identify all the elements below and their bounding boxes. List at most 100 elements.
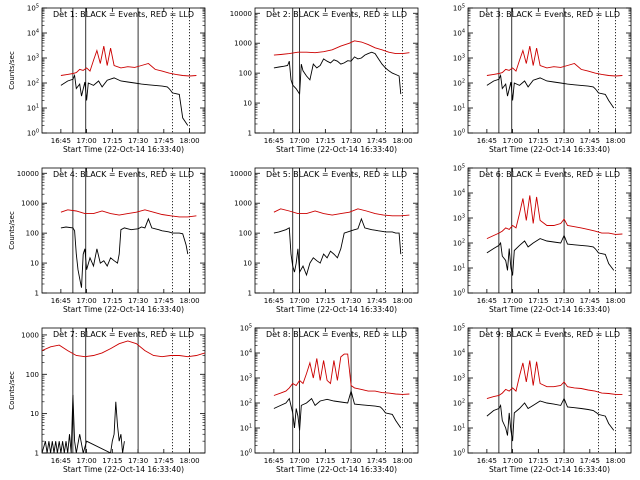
plot-frame — [41, 167, 206, 294]
y-tick-label: 1 — [248, 130, 252, 138]
y-tick-label: 103 — [453, 54, 465, 63]
plot-frame — [467, 167, 632, 294]
y-tick-label: 102 — [27, 79, 39, 88]
x-tick-label: 17:45 — [580, 137, 600, 145]
y-tick-label: 100 — [26, 371, 39, 379]
x-tick-label: 17:15 — [528, 137, 548, 145]
x-tick-label: 17:30 — [554, 137, 574, 145]
events-series-line — [273, 217, 402, 277]
x-axis-label: Start Time (22-Oct-14 16:33:40) — [276, 145, 397, 154]
y-tick-label: 100 — [453, 449, 465, 458]
y-tick-label: 10000 — [17, 170, 39, 178]
lld-series-line — [273, 208, 410, 217]
y-tick-label: 100 — [239, 230, 252, 238]
x-tick-label: 18:00 — [179, 137, 199, 145]
y-tick-label: 104 — [240, 349, 252, 358]
x-tick-label: 17:00 — [503, 137, 523, 145]
y-tick-label: 1 — [35, 290, 39, 298]
y-tick-label: 104 — [453, 189, 465, 198]
y-tick-label: 100 — [239, 70, 252, 78]
y-tick-label: 10 — [243, 100, 252, 108]
x-tick-label: 18:00 — [179, 297, 199, 305]
lld-series-line — [486, 360, 623, 400]
lld-series-line — [273, 40, 410, 56]
detector-panel-2: 16:45 17:00 17:15 17:30 17:45 18:00 1 10 100 1000… — [230, 7, 419, 154]
y-tick-label: 10 — [30, 260, 39, 268]
detector-panel-4: 16:45 17:00 17:15 17:30 17:45 18:00 1 10 100 1000… — [8, 167, 206, 314]
x-axis-label: Start Time (22-Oct-14 16:33:40) — [63, 465, 184, 474]
plot-frame — [254, 327, 419, 454]
x-tick-label: 18:00 — [392, 137, 412, 145]
lld-series-line — [486, 46, 623, 77]
x-tick-label: 16:45 — [51, 457, 71, 465]
x-axis-label: Start Time (22-Oct-14 16:33:40) — [489, 305, 610, 314]
y-tick-label: 1000 — [234, 200, 252, 208]
y-axis-label: Counts/sec — [8, 211, 16, 250]
x-tick-label: 17:45 — [367, 137, 387, 145]
x-tick-label: 17:45 — [154, 297, 174, 305]
x-tick-label: 16:45 — [264, 297, 284, 305]
x-tick-label: 17:15 — [102, 457, 122, 465]
plot-frame — [41, 7, 206, 134]
plot-frame — [41, 327, 206, 454]
y-tick-label: 102 — [453, 239, 465, 248]
panel-title: Det 5: BLACK = Events, RED = LLD — [266, 170, 407, 179]
x-tick-label: 17:30 — [128, 137, 148, 145]
x-tick-label: 17:30 — [128, 457, 148, 465]
x-tick-label: 17:30 — [341, 457, 361, 465]
lld-series-line — [486, 195, 623, 240]
x-tick-label: 17:15 — [102, 297, 122, 305]
x-tick-label: 17:45 — [154, 137, 174, 145]
y-tick-label: 105 — [453, 4, 465, 13]
y-tick-label: 105 — [27, 4, 39, 13]
x-tick-label: 18:00 — [392, 297, 412, 305]
detector-panel-7: 16:45 17:00 17:15 17:30 17:45 18:00 1 10 100 1000… — [8, 327, 206, 474]
panel-title: Det 7: BLACK = Events, RED = LLD — [53, 330, 194, 339]
y-tick-label: 101 — [453, 104, 465, 113]
y-tick-label: 10000 — [230, 10, 252, 18]
x-tick-label: 18:00 — [605, 457, 625, 465]
events-series-line — [486, 234, 615, 276]
panel-title: Det 2: BLACK = Events, RED = LLD — [266, 10, 407, 19]
detector-panel-9: 16:45 17:00 17:15 17:30 17:45 18:00 100 101 102 1… — [453, 324, 632, 474]
x-axis-label: Start Time (22-Oct-14 16:33:40) — [63, 145, 184, 154]
lld-series-line — [42, 340, 205, 358]
y-tick-label: 101 — [27, 104, 39, 113]
panel-title: Det 8: BLACK = Events, RED = LLD — [266, 330, 407, 339]
x-tick-label: 16:45 — [264, 137, 284, 145]
y-tick-label: 1000 — [21, 200, 39, 208]
y-tick-label: 10 — [30, 410, 39, 418]
x-tick-label: 16:45 — [477, 137, 497, 145]
y-tick-label: 100 — [27, 129, 39, 138]
x-tick-label: 17:00 — [290, 137, 310, 145]
detector-panel-5: 16:45 17:00 17:15 17:30 17:45 18:00 1 10 100 1000… — [230, 167, 419, 314]
x-tick-label: 17:00 — [77, 137, 97, 145]
y-tick-label: 102 — [453, 79, 465, 88]
x-axis-label: Start Time (22-Oct-14 16:33:40) — [276, 305, 397, 314]
y-tick-label: 101 — [453, 424, 465, 433]
x-tick-label: 17:15 — [102, 137, 122, 145]
y-tick-label: 102 — [240, 399, 252, 408]
x-tick-label: 17:15 — [315, 137, 335, 145]
x-tick-label: 18:00 — [179, 457, 199, 465]
y-tick-label: 10000 — [230, 170, 252, 178]
events-series-line — [42, 394, 125, 453]
x-tick-label: 17:30 — [341, 297, 361, 305]
y-tick-label: 100 — [453, 129, 465, 138]
x-tick-label: 17:45 — [367, 297, 387, 305]
plot-frame — [254, 167, 419, 294]
detector-panel-8: 16:45 17:00 17:15 17:30 17:45 18:00 100 101 102 1… — [240, 324, 419, 474]
x-tick-label: 17:15 — [315, 457, 335, 465]
events-series-line — [273, 389, 402, 431]
x-axis-label: Start Time (22-Oct-14 16:33:40) — [489, 465, 610, 474]
lld-series-line — [273, 353, 410, 396]
y-tick-label: 101 — [240, 424, 252, 433]
x-tick-label: 18:00 — [392, 457, 412, 465]
events-series-line — [486, 397, 615, 442]
y-tick-label: 1000 — [21, 331, 39, 339]
events-series-line — [273, 51, 402, 96]
x-axis-label: Start Time (22-Oct-14 16:33:40) — [276, 465, 397, 474]
detector-panel-3: 16:45 17:00 17:15 17:30 17:45 18:00 100 101 102 1… — [453, 4, 632, 154]
events-series-line — [486, 73, 615, 109]
